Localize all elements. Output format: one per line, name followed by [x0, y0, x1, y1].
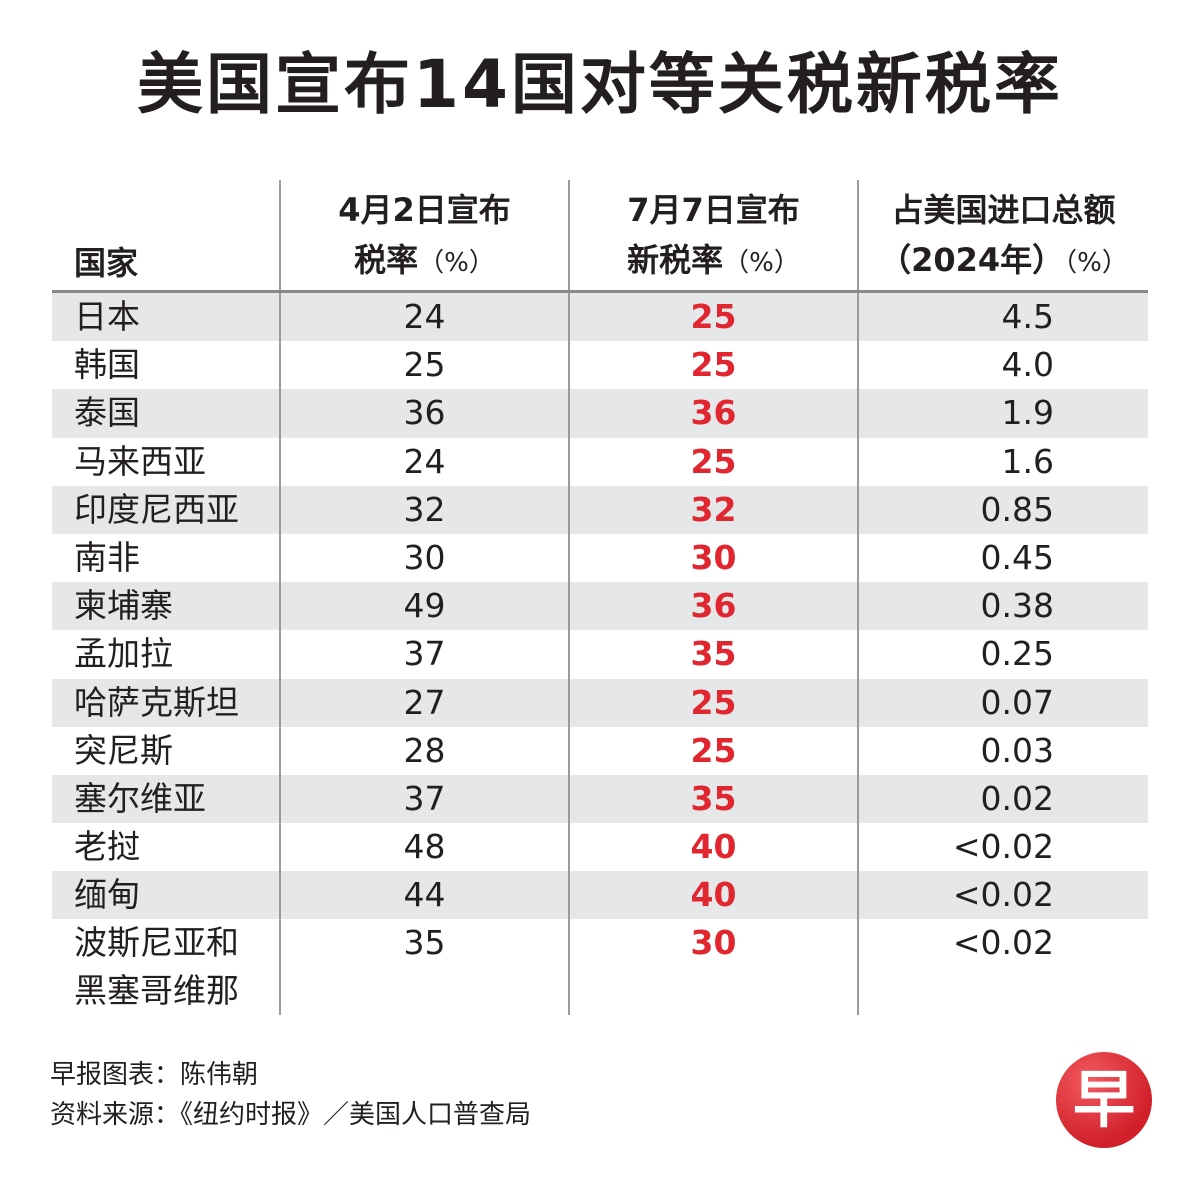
- footer: 早报图表：陈伟朝 资料来源：《纽约时报》／美国人口普查局: [50, 1055, 531, 1135]
- table-row: 孟加拉 37 35 0.25: [52, 630, 1148, 679]
- header-unit: （%）: [1064, 248, 1128, 278]
- table-row: 南非 30 30 0.45: [52, 533, 1148, 583]
- cell-country: 缅甸: [52, 871, 280, 920]
- cell-country: 南非: [74, 538, 140, 578]
- table-row: 韩国 25 25 4.0: [52, 341, 1148, 390]
- cell-apr-rate: 24: [279, 437, 569, 486]
- cell-jul-rate: 40: [568, 871, 858, 920]
- header-jul-line1: 7月7日宣布: [627, 191, 800, 229]
- table-header-row: 国家 4月2日宣布 税率（%） 7月7日宣布 新税率（%） 占美国进口总额 （2…: [52, 180, 1148, 293]
- cell-jul-rate: 25: [568, 726, 858, 775]
- cell-jul-rate: 36: [568, 389, 858, 438]
- table-row: 波斯尼亚和 黑塞哥维那 35 30 <0.02: [52, 919, 1148, 1016]
- cell-import-share: 4.0: [857, 341, 1148, 390]
- cell-apr-rate: 35: [279, 919, 569, 1016]
- cell-jul-rate: 25: [568, 437, 858, 486]
- cell-apr-rate: 37: [279, 630, 569, 679]
- cell-country: 老挝: [74, 827, 140, 867]
- cell-import-share: <0.02: [857, 919, 1148, 1016]
- cell-country: 突尼斯: [74, 730, 173, 770]
- cell-country: 韩国: [74, 345, 140, 385]
- tariff-table: 国家 4月2日宣布 税率（%） 7月7日宣布 新税率（%） 占美国进口总额 （2…: [52, 180, 1148, 1016]
- cell-import-share: 1.9: [857, 389, 1148, 438]
- table-body: 日本 24 25 4.5 韩国 25 25 4.0 泰国 36 36 1.9 马来西亚 24 25 1.6 印度…: [52, 291, 1148, 1016]
- cell-import-share: 4.5: [857, 291, 1148, 342]
- cell-country: 日本: [52, 291, 280, 342]
- header-unit: （%）: [418, 248, 495, 278]
- cell-apr-rate: 30: [279, 533, 569, 583]
- table-row: 塞尔维亚 37 35 0.02: [52, 774, 1148, 824]
- header-apr-line1: 4月2日宣布: [338, 191, 511, 229]
- cell-apr-rate: 24: [279, 291, 569, 342]
- table-row: 哈萨克斯坦 27 25 0.07: [52, 678, 1148, 727]
- cell-country: 泰国: [52, 389, 280, 438]
- cell-country: 孟加拉: [74, 634, 173, 674]
- header-share-line2: （2024年）: [879, 241, 1065, 279]
- header-apr-rate: 4月2日宣布 税率（%）: [279, 180, 569, 293]
- logo-mark: 早: [1072, 1063, 1135, 1136]
- cell-import-share: 0.45: [857, 533, 1148, 583]
- zaobao-logo-icon: 早: [1056, 1052, 1152, 1148]
- cell-jul-rate: 32: [568, 485, 858, 534]
- header-unit: （%）: [723, 248, 800, 278]
- cell-import-share: 0.38: [857, 582, 1148, 631]
- header-apr-line2: 税率: [354, 241, 419, 279]
- cell-apr-rate: 49: [279, 582, 569, 631]
- cell-import-share: 0.85: [857, 485, 1148, 534]
- cell-country: 印度尼西亚: [52, 485, 280, 534]
- cell-jul-rate: 35: [568, 774, 858, 824]
- table-row: 柬埔寨 49 36 0.38: [52, 582, 1148, 631]
- cell-import-share: <0.02: [857, 871, 1148, 920]
- table-row: 老挝 48 40 <0.02: [52, 823, 1148, 872]
- header-share-line1: 占美国进口总额: [891, 191, 1116, 229]
- cell-jul-rate: 25: [568, 678, 858, 727]
- cell-apr-rate: 44: [279, 871, 569, 920]
- cell-jul-rate: 30: [568, 533, 858, 583]
- cell-country: 塞尔维亚: [52, 774, 280, 824]
- cell-apr-rate: 36: [279, 389, 569, 438]
- page-title: 美国宣布14国对等关税新税率: [137, 46, 1063, 123]
- cell-country: 哈萨克斯坦: [52, 678, 280, 727]
- footer-credit: 早报图表：陈伟朝: [50, 1060, 259, 1090]
- table-row: 泰国 36 36 1.9: [52, 389, 1148, 438]
- cell-import-share: <0.02: [857, 823, 1148, 872]
- cell-import-share: 1.6: [857, 437, 1148, 486]
- cell-apr-rate: 28: [279, 726, 569, 775]
- table-row: 缅甸 44 40 <0.02: [52, 871, 1148, 920]
- cell-import-share: 0.25: [857, 630, 1148, 679]
- cell-country: 波斯尼亚和黑塞哥维那: [52, 919, 280, 1015]
- table-row: 日本 24 25 4.5: [52, 291, 1148, 342]
- cell-import-share: 0.03: [857, 726, 1148, 775]
- cell-jul-rate: 30: [568, 919, 858, 1016]
- table-row: 印度尼西亚 32 32 0.85: [52, 485, 1148, 534]
- cell-jul-rate: 25: [568, 291, 858, 342]
- country-line: 黑塞哥维那: [74, 971, 239, 1011]
- cell-apr-rate: 25: [279, 341, 569, 390]
- cell-apr-rate: 37: [279, 774, 569, 824]
- cell-apr-rate: 27: [279, 678, 569, 727]
- header-jul-line2: 新税率: [627, 241, 724, 279]
- header-jul-rate: 7月7日宣布 新税率（%）: [568, 180, 858, 293]
- cell-jul-rate: 36: [568, 582, 858, 631]
- cell-import-share: 0.02: [857, 774, 1148, 824]
- cell-jul-rate: 35: [568, 630, 858, 679]
- cell-jul-rate: 40: [568, 823, 858, 872]
- cell-apr-rate: 32: [279, 485, 569, 534]
- cell-country: 柬埔寨: [52, 582, 280, 631]
- table-row: 马来西亚 24 25 1.6: [52, 437, 1148, 486]
- country-line: 波斯尼亚和: [74, 923, 239, 963]
- cell-country: 马来西亚: [74, 441, 206, 481]
- footer-source: 资料来源：《纽约时报》／美国人口普查局: [50, 1100, 532, 1130]
- cell-apr-rate: 48: [279, 823, 569, 872]
- cell-import-share: 0.07: [857, 678, 1148, 727]
- cell-jul-rate: 25: [568, 341, 858, 390]
- table-row: 突尼斯 28 25 0.03: [52, 726, 1148, 775]
- header-country: 国家: [52, 180, 280, 293]
- header-import-share: 占美国进口总额 （2024年）（%）: [857, 180, 1148, 293]
